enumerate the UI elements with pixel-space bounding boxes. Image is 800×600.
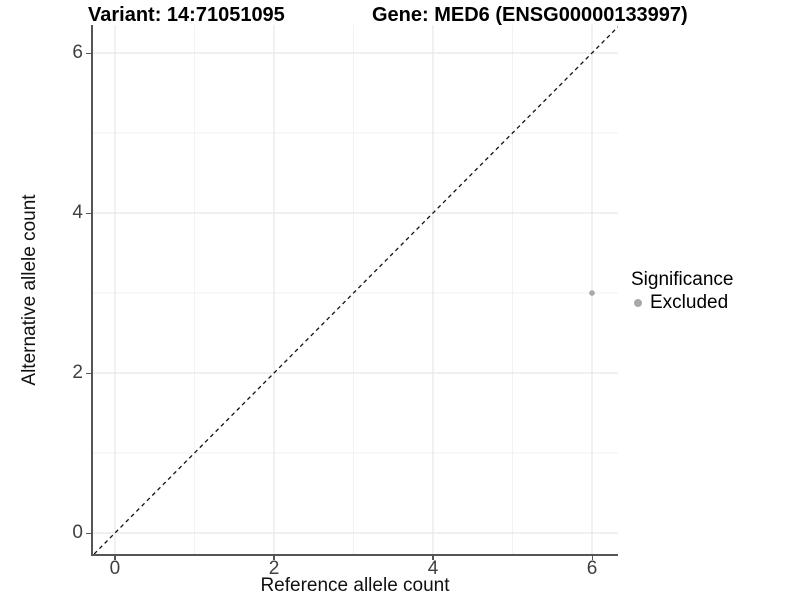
y-tick-mark <box>86 52 91 54</box>
plot-canvas <box>92 25 618 554</box>
data-point <box>589 290 595 296</box>
legend-point-icon <box>634 299 642 307</box>
x-tick-label: 4 <box>427 558 439 579</box>
identity-dashed-line <box>93 26 618 554</box>
y-axis-line <box>91 25 93 555</box>
x-tick-label: 0 <box>109 558 121 579</box>
y-tick-mark <box>86 532 91 534</box>
y-tick-label: 0 <box>72 522 83 543</box>
plot-panel <box>92 25 618 554</box>
x-axis-title: Reference allele count <box>260 575 450 596</box>
x-tick-mark <box>273 555 275 560</box>
x-tick-mark <box>114 555 116 560</box>
x-tick-label: 2 <box>268 558 280 579</box>
legend-title: Significance <box>631 269 734 290</box>
plot-title-gene: Gene: MED6 (ENSG00000133997) <box>372 4 688 26</box>
legend-entry-excluded: Excluded <box>631 293 733 313</box>
y-tick-mark <box>86 212 91 214</box>
y-axis-title: Alternative allele count <box>19 194 40 386</box>
x-tick-label: 6 <box>586 558 598 579</box>
plot-title-variant: Variant: 14:71051095 <box>88 4 285 26</box>
y-tick-mark <box>86 372 91 374</box>
x-tick-mark <box>432 555 434 560</box>
y-tick-label: 4 <box>72 202 83 223</box>
legend-entry-label: Excluded <box>650 292 729 313</box>
legend: Significance Excluded <box>631 269 733 313</box>
x-axis-line <box>91 554 618 556</box>
x-tick-mark <box>591 555 593 560</box>
y-tick-label: 6 <box>72 42 83 63</box>
y-tick-label: 2 <box>72 362 83 383</box>
